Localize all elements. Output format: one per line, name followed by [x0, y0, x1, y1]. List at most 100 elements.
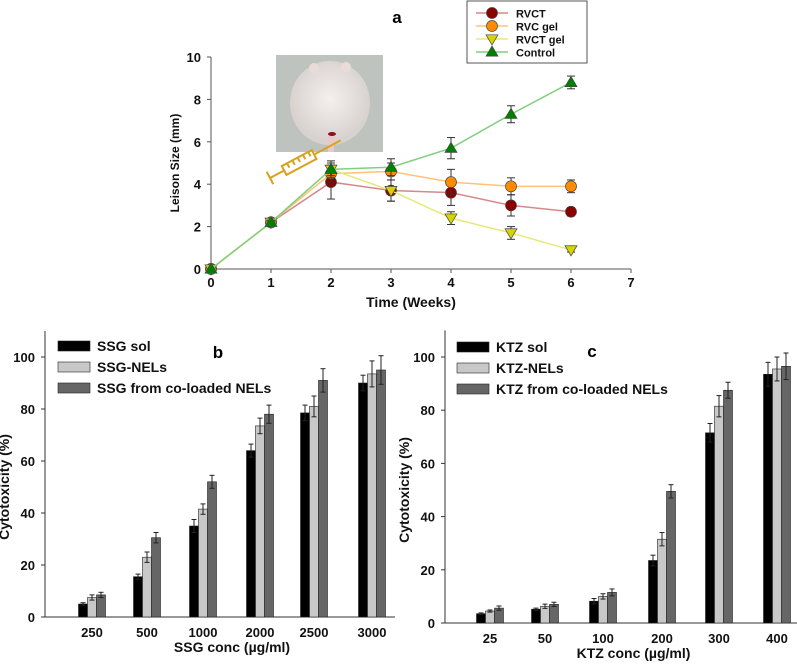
data-point: [444, 141, 458, 153]
x-tick-label: 250: [81, 625, 103, 640]
legend-swatch: [57, 361, 91, 373]
bar: [318, 380, 328, 618]
syringe-icon: [265, 139, 342, 185]
bar: [189, 525, 199, 618]
bar: [358, 382, 368, 618]
panel-c: 0 20 40 60 80 100 25 50 100 200 300 400 KTZ conc (µg…: [396, 330, 797, 661]
x-axis-label: Time (Weeks): [366, 294, 456, 310]
x-tick-label: 7: [627, 275, 634, 290]
y-tick-label: 6: [194, 135, 201, 150]
bar: [78, 603, 88, 618]
x-axis-label: KTZ conc (µg/ml): [577, 645, 691, 661]
bar: [96, 594, 106, 618]
y-tick-label: 0: [428, 616, 435, 631]
data-point: [564, 245, 578, 257]
legend-label: RVCT: [516, 9, 546, 21]
legend-label: KTZ from co-loaded NELs: [496, 381, 668, 397]
x-tick-label: 50: [538, 631, 552, 646]
data-point: [445, 176, 457, 188]
syringe-mark: [291, 159, 296, 166]
legend-swatch: [456, 341, 490, 353]
syringe-needle: [313, 139, 342, 156]
legend-label: SSG sol: [97, 338, 151, 354]
x-tick-label: 2500: [300, 625, 329, 640]
bar: [714, 405, 724, 624]
legend-marker: [486, 7, 498, 19]
bar: [781, 366, 791, 624]
data-point: [564, 75, 578, 87]
y-tick-label: 100: [13, 350, 35, 365]
panel-a: 0 1 2 3 4 5 6 7 0 2 4 6 8 10 Time (Weeks) Leison Size (…: [168, 0, 635, 310]
legend-label: SSG from co-loaded NELs: [97, 380, 271, 396]
x-tick-label: 2000: [246, 625, 275, 640]
bar: [367, 373, 377, 618]
bar: [723, 389, 733, 624]
x-tick-label: 2: [327, 275, 334, 290]
legend-label: KTZ-NELs: [496, 360, 564, 376]
data-point: [565, 205, 577, 218]
legend-label: RVC gel: [516, 22, 558, 34]
y-tick-label: 40: [21, 506, 35, 521]
panel-label: b: [213, 343, 223, 362]
bar: [648, 560, 658, 624]
y-tick-label: 60: [21, 454, 35, 469]
bar: [309, 406, 319, 618]
series-rvct-gel: [204, 162, 578, 276]
data-point: [505, 199, 517, 212]
y-axis-label: Leison Size (mm): [168, 114, 182, 213]
data-point: [324, 162, 338, 174]
bar: [133, 576, 143, 618]
bar: [705, 432, 715, 624]
legend-label: KTZ sol: [496, 339, 547, 355]
y-tick-label: 20: [421, 563, 435, 578]
y-tick-label: 100: [413, 350, 435, 365]
x-tick-label: 1: [267, 275, 274, 290]
legend-swatch: [57, 382, 91, 394]
data-point: [505, 180, 517, 193]
syringe-mark: [307, 151, 312, 157]
y-tick-label: 10: [187, 50, 201, 65]
x-tick-label: 300: [708, 631, 730, 646]
x-tick-label: 400: [766, 631, 788, 646]
x-tick-label: 3: [387, 275, 394, 290]
syringe-plunger: [269, 169, 285, 179]
legend-marker: [485, 34, 499, 46]
data-point: [204, 262, 218, 274]
bar: [476, 613, 486, 624]
x-tick-label: 100: [592, 631, 614, 646]
legend-marker: [486, 20, 498, 32]
panel-b: 0 20 40 60 80 100 250 500 1000 2000 2500 3000 SSG co…: [0, 331, 395, 655]
bar: [207, 481, 217, 618]
syringe-barrel: [280, 148, 318, 177]
series-0: [78, 374, 368, 618]
bar: [598, 596, 608, 624]
rat-body: [290, 61, 370, 145]
x-axis-label: SSG conc (µg/ml): [174, 639, 290, 655]
y-tick-label: 80: [421, 403, 435, 418]
data-point: [384, 186, 398, 198]
x-tick-label: 1000: [189, 625, 218, 640]
panel-label: c: [587, 342, 596, 361]
y-axis-label: Cytotoxicity (%): [0, 434, 12, 540]
x-tick-label: 6: [567, 275, 574, 290]
data-point: [504, 228, 518, 240]
bar: [607, 592, 617, 624]
bar: [151, 537, 161, 618]
y-tick-label: 8: [194, 92, 201, 107]
y-axis-label: Cytotoxicity (%): [396, 437, 412, 543]
x-tick-label: 3000: [358, 625, 387, 640]
bar: [531, 608, 541, 624]
syringe-mark: [296, 157, 301, 163]
x-tick-label: 0: [207, 275, 214, 290]
bar: [264, 413, 274, 618]
bar: [772, 368, 782, 624]
y-tick-label: 0: [194, 262, 201, 277]
y-tick-label: 0: [28, 610, 35, 625]
y-tick-label: 60: [421, 456, 435, 471]
x-tick-label: 4: [447, 275, 455, 290]
bar: [666, 491, 676, 624]
bar: [376, 369, 386, 618]
bar: [485, 610, 495, 624]
x-tick-label: 5: [507, 275, 514, 290]
